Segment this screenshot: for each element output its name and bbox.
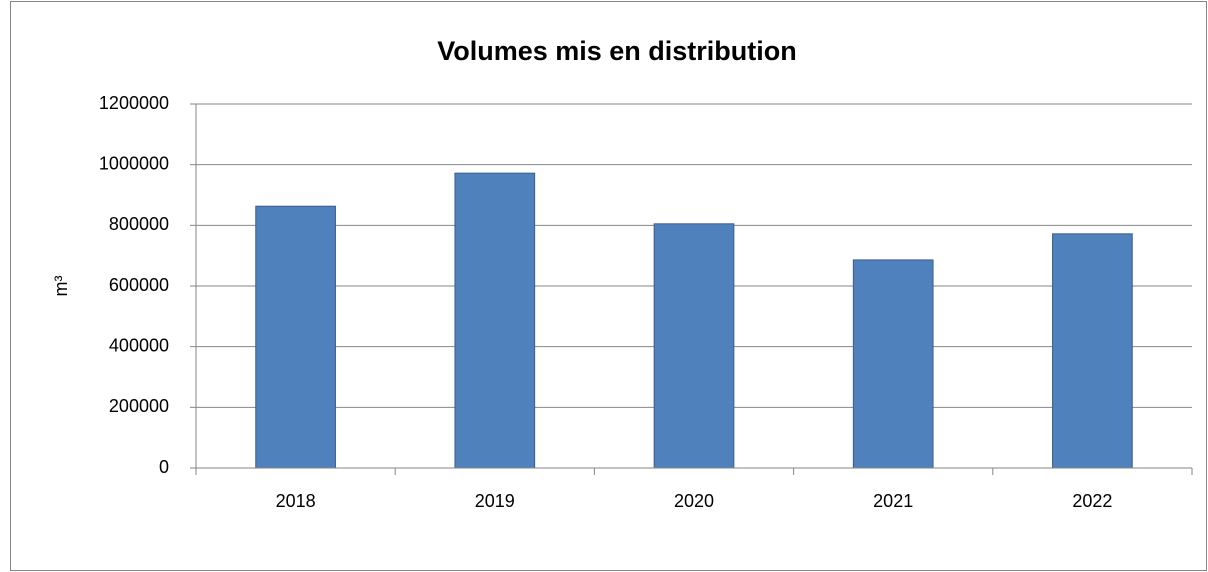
y-tick-label: 600000	[109, 275, 169, 295]
bar	[255, 205, 336, 469]
x-tick-label: 2020	[674, 491, 714, 511]
y-axis-label: m³	[51, 276, 71, 297]
chart-title: Volumes mis en distribution	[437, 36, 797, 66]
x-tick-label: 2021	[873, 491, 913, 511]
bar	[454, 172, 536, 469]
bar	[852, 259, 934, 469]
x-tick-label: 2018	[276, 491, 316, 511]
y-tick-label: 1000000	[99, 153, 169, 173]
y-tick-label: 200000	[109, 396, 169, 416]
y-tick-label: 0	[159, 457, 169, 477]
x-tick-label: 2019	[475, 491, 515, 511]
x-tick-label: 2022	[1072, 491, 1112, 511]
bar	[1052, 233, 1133, 469]
bar	[653, 223, 735, 469]
y-tick-label: 800000	[109, 214, 169, 234]
y-tick-label: 400000	[109, 335, 169, 355]
y-tick-label: 1200000	[99, 93, 169, 113]
